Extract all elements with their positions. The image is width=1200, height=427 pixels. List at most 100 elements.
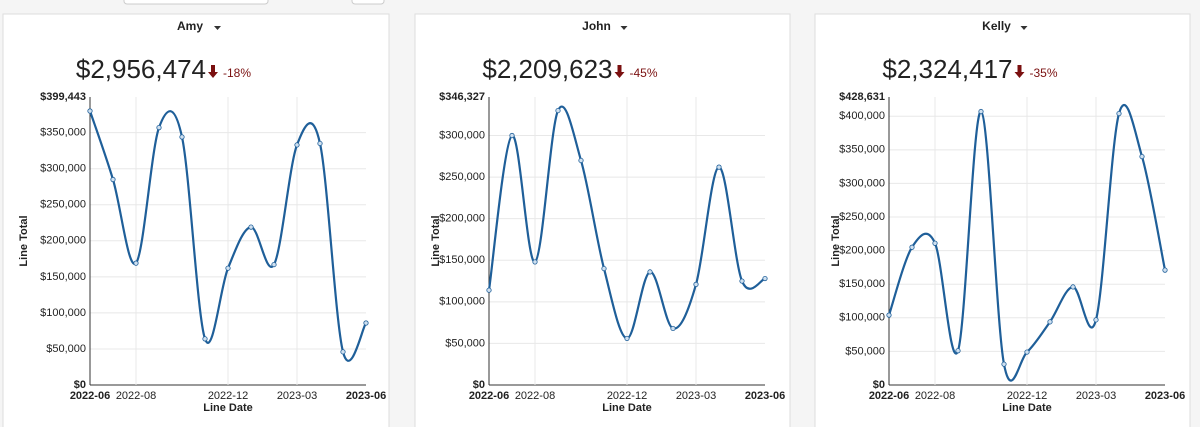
x-tick-label: 2023-03 [277,390,317,402]
data-point [1162,267,1168,273]
y-axis-label: Line Total [18,215,30,266]
x-tick-label: 2022-06 [469,390,509,402]
x-tick-label: 2023-03 [1076,390,1116,402]
panel-background [414,13,791,427]
data-point [1139,153,1145,160]
kpi-value: $2,324,417 [882,54,1012,84]
y-tick-label: $200,000 [40,235,86,247]
data-point [1047,319,1053,325]
x-tick-label: 2022-12 [1007,390,1047,402]
y-tick-label: $250,000 [439,171,485,183]
x-tick-label: 2022-06 [869,390,909,402]
data-point [225,265,231,271]
kpi-value: $2,956,474 [76,54,206,84]
y-tick-label: $0 [873,379,885,391]
x-tick-label: 2022-08 [915,390,955,402]
y-tick-label: $300,000 [439,129,485,141]
x-tick-label: 2022-12 [607,390,647,402]
chart-panel: Kelly $2,324,417 -35% $0 $50,000 $100,000 $150… [814,13,1191,427]
data-point [509,132,515,139]
y-tick-label: $150,000 [439,254,485,266]
data-point [133,260,139,266]
kpi-change: -45% [630,66,658,80]
data-point [271,261,277,268]
x-tick-label: 2022-12 [208,390,248,402]
top-control[interactable] [351,0,385,5]
y-axis-label: Line Total [830,215,842,266]
y-tick-label: $0 [473,379,485,391]
data-point [716,164,722,170]
y-tick-label: $300,000 [839,177,885,189]
y-tick-label: $100,000 [839,312,885,324]
data-point [486,287,492,293]
data-point [624,335,630,342]
x-tick-label: 2022-08 [116,390,156,402]
y-tick-label: $0 [74,379,86,391]
y-tick-label: $150,000 [839,278,885,290]
data-point [156,125,162,131]
y-tick-label: $200,000 [439,213,485,225]
data-point [909,244,915,250]
data-point [340,349,346,355]
y-tick-label: $150,000 [40,271,86,283]
x-axis-label: Line Date [602,402,652,414]
y-tick-label: $200,000 [839,245,885,257]
chart-panel: John $2,209,623 -45% $0 $50,000 $100,000 $150,… [414,13,791,427]
y-tick-label: $50,000 [46,343,86,355]
data-point [532,259,538,265]
dropdown-caret [214,26,221,30]
data-point [670,325,676,332]
x-tick-label: 2023-06 [745,390,785,402]
data-point [294,142,300,148]
data-point [1001,361,1007,367]
data-point [87,108,93,114]
data-point [932,240,938,246]
data-point [179,134,185,140]
chart-title[interactable]: Kelly [982,19,1011,33]
y-axis-label: Line Total [430,215,442,266]
data-point [739,278,745,284]
down-arrow [208,65,218,78]
data-point [1116,110,1122,117]
chart-title[interactable]: Amy [177,19,203,33]
data-point [601,265,607,272]
x-tick-label: 2023-03 [676,390,716,402]
y-tick-label: $100,000 [40,307,86,319]
y-tick-label: $350,000 [839,144,885,156]
y-tick-label: $350,000 [40,127,86,139]
top-control[interactable] [123,0,269,5]
data-point [978,108,984,115]
y-tick-label: $250,000 [40,199,86,211]
x-tick-label: 2023-06 [1145,390,1185,402]
y-tick-label: $428,631 [839,91,885,103]
dropdown-caret [620,26,628,30]
y-tick-label: $346,327 [439,91,485,103]
kpi-change: -18% [223,66,251,80]
data-point [1024,349,1030,355]
down-arrow [614,65,625,78]
x-tick-label: 2022-06 [70,390,110,402]
data-point [1070,284,1076,290]
data-point [248,224,254,230]
y-tick-label: $100,000 [439,296,485,308]
y-tick-label: $399,443 [40,91,86,103]
data-point [363,320,369,326]
y-tick-label: $250,000 [839,211,885,223]
y-tick-label: $400,000 [839,110,885,122]
data-point [1093,317,1099,323]
x-axis-label: Line Date [203,402,253,414]
y-tick-label: $50,000 [845,345,885,357]
data-point [110,176,116,183]
x-tick-label: 2023-06 [346,390,386,402]
data-point [555,107,561,114]
down-arrow [1014,65,1025,78]
data-point [202,336,208,342]
data-point [955,348,961,354]
chart-title[interactable]: John [582,19,611,33]
data-point [647,269,653,275]
data-point [693,281,699,287]
y-tick-label: $300,000 [40,163,86,175]
kpi-change: -35% [1030,66,1058,80]
